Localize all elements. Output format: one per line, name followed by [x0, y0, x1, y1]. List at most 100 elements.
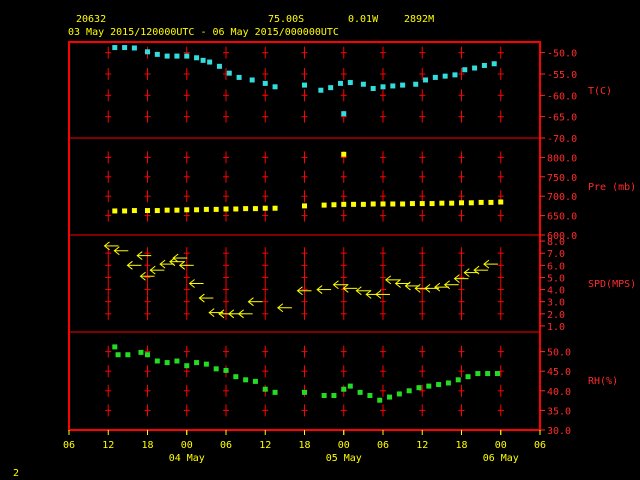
wind-arrow [316, 285, 332, 294]
y-tick-label: 30.0 [547, 426, 571, 437]
period-label: 03 May 2015/120000UTC - 06 May 2015/0000… [68, 27, 339, 38]
pressure-point [331, 202, 337, 208]
wind-arrow-head [365, 290, 372, 299]
pressure-point [360, 201, 366, 207]
wind-arrow [277, 303, 292, 313]
humidity-point [184, 363, 190, 369]
wind-arrow [169, 257, 184, 267]
y-tick-label: 750.0 [547, 173, 577, 184]
latitude-label: 75.00S [268, 14, 304, 25]
x-tick-label: 12 [102, 440, 114, 451]
wind-arrow [247, 297, 263, 307]
pressure-point [409, 201, 415, 207]
day-label: 04 May [169, 453, 205, 464]
y-tick-label: 6.0 [547, 261, 565, 272]
temperature-point [442, 73, 448, 79]
wind-arrow-head [332, 280, 339, 290]
wind-arrow [385, 275, 400, 285]
temperature-point [164, 53, 170, 59]
y-tick-label: 800.0 [547, 153, 577, 164]
wind-arrow-head [126, 260, 133, 270]
x-tick-label: 18 [298, 440, 310, 451]
pressure-point [262, 205, 268, 211]
humidity-point [331, 393, 337, 399]
y-tick-label: 40.0 [547, 387, 571, 398]
temperature-point [328, 85, 334, 91]
wind-arrow-head [385, 275, 392, 285]
wind-arrow-head [228, 309, 235, 319]
y-tick-label: -65.0 [547, 113, 577, 124]
temperature-point [122, 45, 128, 51]
y-tick-label: -70.0 [547, 134, 577, 145]
wind-arrow-head [424, 283, 431, 293]
humidity-point [494, 371, 500, 377]
y-tick-label: 50.0 [547, 348, 571, 359]
temperature-point [452, 72, 458, 78]
y-tick-label: 600.0 [547, 231, 577, 242]
pressure-point [145, 208, 150, 214]
pressure-point [174, 207, 180, 213]
pressure-point [321, 202, 327, 208]
humidity-point [465, 374, 471, 380]
wind-arrow-head [172, 253, 179, 263]
wind-arrow [198, 293, 214, 303]
temperature-point [432, 74, 438, 80]
wind-arrow-head [277, 303, 284, 313]
wind-arrow [159, 259, 175, 269]
y-tick-label: 5.0 [547, 273, 565, 284]
temperature-point [272, 84, 278, 90]
pressure-point [302, 203, 307, 209]
day-label: 05 May [326, 453, 362, 464]
temperature-point [194, 55, 200, 61]
temperature-point [423, 77, 429, 83]
elevation-label: 2892M [404, 14, 434, 25]
y-tick-label: 2.0 [547, 310, 565, 321]
humidity-point [125, 352, 131, 358]
pressure-point [419, 201, 425, 207]
humidity-point [243, 377, 249, 383]
wind-arrow [355, 286, 371, 296]
pressure-point [449, 200, 455, 206]
wind-arrow-head [139, 271, 146, 281]
pressure-point [429, 201, 435, 207]
humidity-point [436, 382, 442, 388]
humidity-point [203, 361, 209, 367]
temperature-point [236, 74, 242, 80]
wind-arrow [172, 253, 188, 263]
wind-arrow [342, 283, 358, 293]
temperature-point [360, 81, 366, 87]
humidity-point [174, 358, 180, 364]
humidity-point [416, 385, 422, 391]
humidity-point [233, 374, 239, 380]
temperature-point [174, 53, 180, 59]
pressure-point [400, 201, 406, 207]
humidity-point [367, 393, 373, 399]
humidity-point [347, 383, 353, 389]
y-tick-label: 45.0 [547, 367, 571, 378]
temperature-point [262, 80, 268, 86]
wind-arrow [113, 246, 129, 256]
wind-arrow [473, 265, 489, 275]
wind-arrow-head [483, 259, 490, 269]
wind-arrow-head [103, 241, 110, 251]
wind-arrow-head [149, 265, 156, 275]
wind-arrow-head [414, 283, 421, 293]
temperature-point [462, 67, 468, 73]
humidity-point [387, 394, 393, 400]
pressure-point [488, 199, 494, 205]
humidity-point [485, 371, 491, 377]
wind-arrow-head [113, 246, 120, 256]
pressure-point [390, 201, 396, 207]
temperature-point [370, 86, 376, 92]
pressure-point [272, 205, 278, 211]
y-tick-label: 4.0 [547, 286, 565, 297]
pressure-point [194, 207, 200, 213]
pressure-point [154, 208, 160, 214]
wind-arrow-head [375, 290, 382, 299]
wind-arrow [463, 268, 479, 277]
wind-arrow-head [453, 274, 460, 284]
x-tick-label: 18 [455, 440, 467, 451]
humidity-point [194, 360, 200, 366]
wind-arrow [136, 251, 152, 261]
x-tick-label: 06 [220, 440, 232, 451]
